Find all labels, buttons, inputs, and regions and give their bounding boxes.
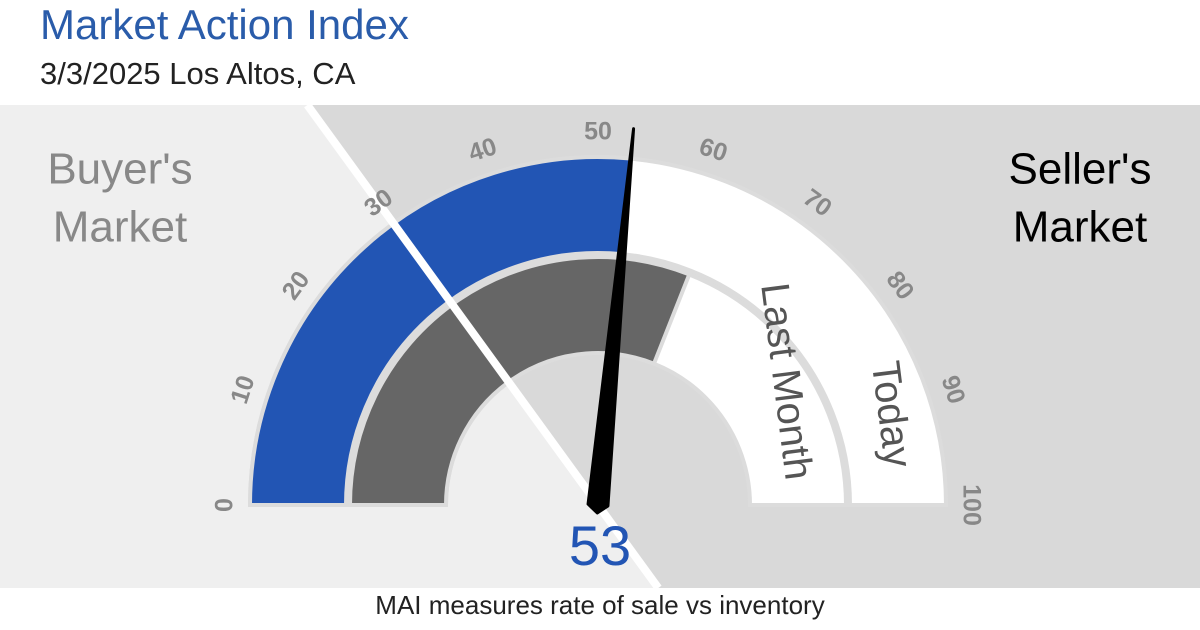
seller-label: Market (1013, 203, 1147, 252)
tick-label: 100 (957, 484, 985, 526)
tick-label: 50 (584, 118, 612, 146)
chart-subtitle: 3/3/2025 Los Altos, CA (40, 56, 356, 91)
seller-label: Seller's (1009, 145, 1152, 194)
buyer-label: Buyer's (47, 145, 192, 194)
value-label: 53 (569, 514, 631, 577)
footer: MAI measures rate of sale vs inventory (375, 590, 824, 620)
tick-label: 0 (211, 498, 239, 512)
buyer-label: Market (53, 203, 187, 252)
chart-title: Market Action Index (40, 1, 409, 48)
gauge-bar (247, 155, 633, 507)
gauge-bar (347, 255, 692, 507)
needle (586, 127, 636, 515)
